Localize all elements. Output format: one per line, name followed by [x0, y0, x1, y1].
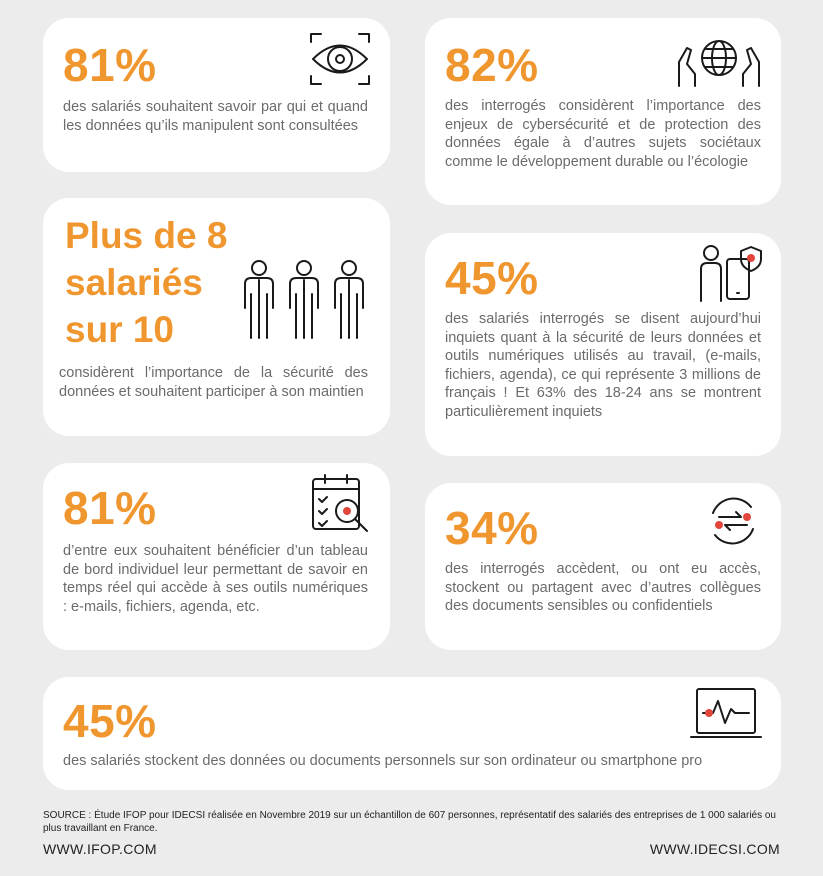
- card: 81% d’entre eux souhaitent bénéficier d’…: [43, 463, 390, 650]
- stat-line: Plus de 8: [65, 215, 228, 256]
- description: considèrent l’importance de la sécurité …: [59, 365, 368, 400]
- card: 45% des salariés stockent des données ou…: [43, 677, 781, 790]
- eye-icon: [310, 33, 370, 85]
- description: des interrogés accèdent, ou ont eu accès…: [445, 561, 761, 614]
- card: 81% des salariés souhaitent savoir par q…: [43, 18, 390, 172]
- globe-hands-icon: [678, 40, 760, 87]
- people-icon: [244, 260, 364, 339]
- stat-line: salariés: [65, 262, 203, 303]
- stat: 45%: [445, 252, 539, 304]
- card: Plus de 8 salariés sur 10 considèrent l’…: [43, 198, 390, 436]
- url: WWW.IDECSI.COM: [649, 841, 780, 857]
- card: 34% des interrogés accèdent, ou ont eu a…: [425, 483, 781, 650]
- description: des salariés stockent des données ou doc…: [63, 753, 703, 769]
- stat-line: sur 10: [65, 309, 175, 350]
- url: WWW.IFOP.COM: [43, 841, 157, 857]
- description: des salariés interrogés se disent aujour…: [445, 311, 761, 420]
- laptop-icon: [690, 688, 762, 738]
- source-note: SOURCE : Étude IFOP pour IDECSI réalisée…: [43, 810, 776, 834]
- stat: 34%: [445, 502, 539, 554]
- stat: 82%: [445, 39, 539, 91]
- exchange-icon: [712, 497, 754, 545]
- stat: 45%: [63, 695, 157, 747]
- description: des salariés souhaitent savoir par qui e…: [63, 99, 368, 134]
- stat: 81%: [63, 482, 157, 534]
- card: 45% des salariés interrogés se disent au…: [425, 233, 781, 456]
- phone-user-icon: [700, 245, 762, 302]
- calendar-icon: [312, 474, 368, 532]
- card: 82% des interrogés considèrent l’importa…: [425, 18, 781, 205]
- description: d’entre eux souhaitent bénéficier d’un t…: [63, 543, 368, 615]
- description: des interrogés considèrent l’importance …: [445, 98, 761, 170]
- stat: 81%: [63, 39, 157, 91]
